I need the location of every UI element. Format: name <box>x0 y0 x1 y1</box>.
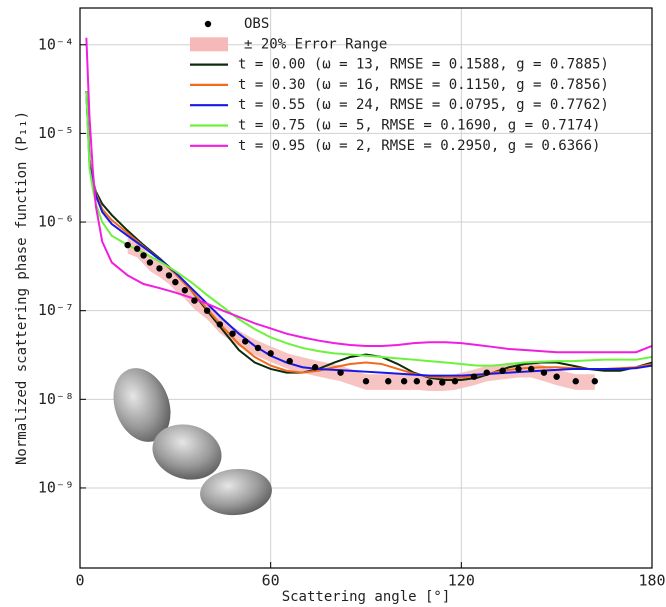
y-tick-label: 10⁻⁸ <box>38 390 74 408</box>
obs-point <box>286 357 293 365</box>
y-tick-label: 10⁻⁶ <box>38 213 74 231</box>
legend-label: t = 0.30 (ω = 16, RMSE = 0.1150, g = 0.7… <box>238 77 609 93</box>
obs-point <box>426 379 433 386</box>
obs-point <box>181 287 189 294</box>
series-line <box>85 91 652 379</box>
legend-marker <box>204 20 212 28</box>
series-line <box>85 91 652 382</box>
shape-illustration <box>113 368 272 516</box>
obs-point <box>156 265 163 272</box>
obs-point <box>134 245 141 252</box>
y-tick-label: 10⁻⁷ <box>38 301 74 319</box>
legend-swatch <box>190 37 228 52</box>
legend-label: OBS <box>244 16 269 32</box>
obs-point <box>254 344 262 352</box>
legend-label: t = 0.95 (ω = 2, RMSE = 0.2950, g = 0.63… <box>238 138 600 154</box>
obs-point <box>553 373 560 380</box>
obs-point <box>216 321 224 328</box>
obs-point <box>528 365 535 373</box>
obs-point <box>572 378 579 385</box>
obs-point <box>483 369 490 376</box>
x-tick-label: 120 <box>448 572 475 590</box>
obs-point <box>191 297 198 304</box>
x-tick-label: 180 <box>638 572 665 590</box>
obs-point <box>337 369 344 376</box>
legend-label: t = 0.55 (ω = 24, RMSE = 0.0795, g = 0.7… <box>238 97 609 113</box>
obs-point <box>515 365 522 373</box>
legend-label: t = 0.75 (ω = 5, RMSE = 0.1690, g = 0.71… <box>238 118 600 134</box>
y-tick-label: 10⁻⁴ <box>38 35 74 53</box>
obs-point <box>203 307 211 314</box>
legend: OBS ± 20% Error Range t = 0.00 (ω = 13, RM… <box>190 16 609 154</box>
legend-label: t = 0.00 (ω = 13, RMSE = 0.1588, g = 0.7… <box>238 57 609 73</box>
obs-point <box>400 378 408 385</box>
obs-point <box>146 259 154 266</box>
obs-point <box>451 378 459 385</box>
x-axis-label: Scattering angle [°] <box>282 589 451 605</box>
y-tick-label: 10⁻⁵ <box>38 124 74 142</box>
obs-point <box>540 369 548 376</box>
plot <box>85 37 652 392</box>
obs-point <box>362 378 370 385</box>
obs-point <box>311 364 319 371</box>
obs-point <box>242 338 249 345</box>
obs-point <box>229 330 236 337</box>
y-tick-label: 10⁻⁹ <box>38 478 74 496</box>
obs-point <box>385 378 392 385</box>
obs-point <box>172 278 179 286</box>
x-tick-label: 0 <box>75 572 84 590</box>
obs-point <box>165 272 173 279</box>
error-band <box>127 238 595 392</box>
axes: 10⁻⁹ 10⁻⁸ 10⁻⁷ 10⁻⁶ 10⁻⁵ 10⁻⁴ 0 60 120 180 <box>38 35 666 589</box>
obs-point <box>267 350 274 357</box>
series-line <box>85 37 652 354</box>
y-axis-label: Normalized scattering phase function (P₁… <box>14 111 30 465</box>
obs-point <box>124 241 131 249</box>
obs-point <box>591 378 598 385</box>
legend-label: ± 20% Error Range <box>244 36 387 52</box>
obs-point <box>140 252 147 259</box>
obs-point <box>499 367 506 374</box>
x-tick-label: 60 <box>262 572 280 590</box>
obs-point <box>470 373 478 380</box>
plot-frame <box>79 7 653 569</box>
obs-point <box>413 378 421 385</box>
obs-point <box>439 379 446 386</box>
